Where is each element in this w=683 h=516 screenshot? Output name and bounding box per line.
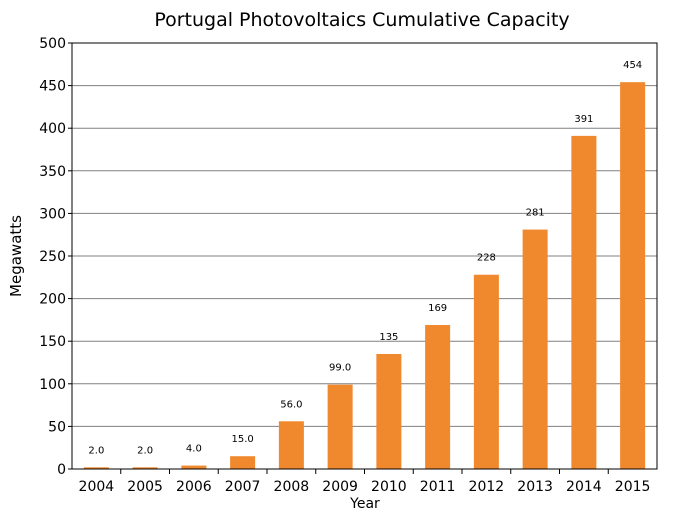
data-label-2011: 169 [428, 303, 447, 314]
x-tick-label: 2012 [469, 479, 505, 495]
y-tick-label: 150 [39, 334, 66, 350]
x-tick-label: 2005 [127, 479, 163, 495]
x-tick-label: 2015 [615, 479, 651, 495]
y-tick-label: 300 [39, 206, 66, 222]
data-label-2005: 2.0 [137, 445, 153, 456]
y-tick-label: 50 [48, 419, 66, 435]
plot-frame [71, 42, 658, 470]
data-label-2013: 281 [526, 208, 545, 219]
data-label-2004: 2.0 [88, 445, 104, 456]
x-tick-label: 2009 [322, 479, 358, 495]
bar-2008 [278, 421, 304, 469]
bar-2004 [83, 467, 109, 469]
x-tick-label: 2008 [274, 479, 310, 495]
bar-2005 [132, 467, 158, 469]
bar-2010 [376, 353, 402, 469]
data-label-2010: 135 [379, 332, 398, 343]
data-label-2012: 228 [477, 253, 496, 264]
x-tick-label: 2006 [176, 479, 212, 495]
y-tick-label: 250 [39, 249, 66, 265]
y-axis-label: Megawatts [7, 215, 25, 297]
bar-2015 [620, 82, 646, 469]
data-label-2007: 15.0 [231, 434, 253, 445]
bar-2014 [571, 135, 597, 470]
x-tick-label: 2014 [566, 479, 602, 495]
data-label-2009: 99.0 [329, 363, 351, 374]
x-axis-label: Year [349, 496, 380, 512]
y-tick-label: 400 [39, 121, 66, 137]
bar-2009 [327, 384, 353, 469]
x-tick-label: 2011 [420, 479, 456, 495]
data-label-2015: 454 [623, 60, 642, 71]
data-label-2014: 391 [574, 114, 593, 125]
x-tick-label: 2013 [517, 479, 553, 495]
chart-title: Portugal Photovoltaics Cumulative Capaci… [154, 9, 569, 31]
bar-2006 [181, 465, 207, 469]
data-label-2008: 56.0 [280, 399, 302, 410]
y-tick-label: 350 [39, 164, 66, 180]
y-tick-label: 500 [39, 36, 66, 52]
data-label-2006: 4.0 [186, 444, 202, 455]
x-tick-label: 2004 [79, 479, 115, 495]
bar-2013 [522, 229, 548, 469]
x-tick-label: 2010 [371, 479, 407, 495]
y-tick-label: 0 [57, 462, 66, 478]
x-tick-label: 2007 [225, 479, 261, 495]
y-tick-label: 450 [39, 79, 66, 95]
y-tick-label: 200 [39, 292, 66, 308]
y-tick-label: 100 [39, 377, 66, 393]
bar-2012 [473, 274, 499, 469]
bar-2011 [425, 325, 451, 469]
bar-2007 [230, 456, 256, 469]
